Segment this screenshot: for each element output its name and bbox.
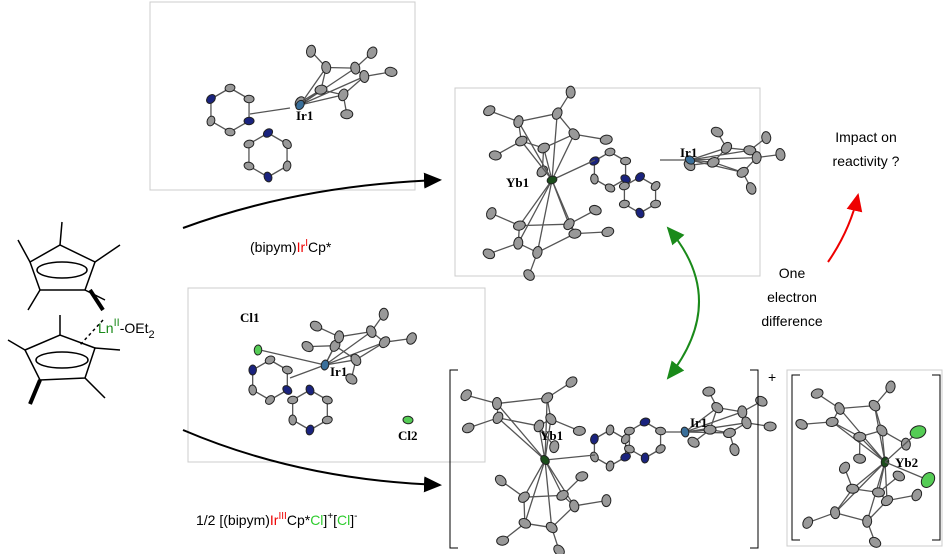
- atom: [379, 308, 389, 321]
- scheme: LnII-OEt2 (bipym)IrICp* 1/2 [(bipym)IrII…: [0, 0, 943, 554]
- atom: [728, 443, 740, 457]
- difference-line: difference: [761, 313, 822, 329]
- atom: [639, 417, 651, 428]
- atom: [496, 535, 509, 546]
- atom-label: Ir1: [680, 145, 697, 160]
- reagent-part: (bipym): [250, 239, 297, 255]
- atom: [752, 151, 762, 164]
- reagent-part: Cl: [310, 512, 323, 528]
- atom-label: Cl2: [398, 428, 418, 443]
- atom: [249, 365, 257, 375]
- atom: [540, 391, 555, 405]
- reagent-part: Cl: [337, 512, 350, 528]
- bottom-reagent: 1/2 [(bipym)IrIIICp*Cl]+[Cl]-: [196, 511, 358, 528]
- atom: [605, 460, 615, 472]
- atom: [552, 543, 567, 554]
- atom: [686, 435, 701, 449]
- atom: [244, 117, 254, 125]
- atom-label: Ir1: [296, 108, 313, 123]
- atom-label: Ir1: [330, 364, 347, 379]
- atom: [566, 86, 576, 98]
- reagent-part: Cp*: [308, 239, 332, 255]
- bond: [498, 418, 539, 426]
- atom: [516, 490, 531, 505]
- atom: [341, 109, 353, 118]
- reagent-part: Ir: [297, 239, 306, 255]
- top-reagent: (bipym)IrICp*: [250, 238, 332, 255]
- atom: [590, 433, 600, 445]
- atom: [723, 427, 737, 439]
- reagent-part: -: [354, 511, 357, 522]
- atom: [602, 495, 611, 507]
- bond: [525, 460, 545, 523]
- atom: [605, 424, 614, 435]
- atom: [491, 410, 505, 425]
- atom-label: Yb1: [506, 175, 529, 190]
- reagent-part: 1/2 [(bipym): [196, 512, 270, 528]
- difference-line: One: [779, 265, 806, 281]
- impact-arrow: [828, 195, 858, 262]
- atom: [289, 415, 297, 425]
- atom: [564, 375, 579, 390]
- atom: [737, 405, 747, 418]
- atom: [573, 426, 585, 435]
- atom: [775, 148, 786, 162]
- atom: [641, 453, 649, 464]
- atom: [710, 400, 725, 414]
- atom: [589, 451, 600, 463]
- atom: [854, 432, 866, 441]
- ln-complex-formula: LnII-OEt2: [98, 317, 155, 341]
- atom: [764, 422, 776, 431]
- reagent-part: III: [278, 511, 286, 522]
- ln-ligand-count: 2: [148, 329, 154, 341]
- atom: [569, 499, 580, 513]
- atom: [493, 473, 508, 488]
- difference-line: electron: [767, 289, 817, 305]
- atom: [624, 426, 635, 435]
- atom: [254, 345, 262, 355]
- atom: [862, 515, 872, 528]
- cation-charge: +: [768, 369, 776, 385]
- atom: [654, 443, 666, 455]
- bond: [545, 455, 595, 460]
- atom: [492, 398, 501, 410]
- atom: [621, 157, 631, 165]
- atom: [754, 394, 769, 408]
- reagent-part: Cp*: [287, 512, 311, 528]
- atom: [655, 427, 666, 436]
- bond: [497, 398, 547, 404]
- atom: [702, 386, 715, 396]
- atom-label: Ir1: [690, 415, 707, 430]
- atom-label: Yb1: [540, 428, 563, 443]
- atom-label: Yb2: [895, 455, 918, 470]
- atom: [761, 131, 771, 144]
- product-structure-box: [455, 88, 760, 276]
- reagent-part: Ir: [270, 512, 279, 528]
- atom: [846, 484, 858, 494]
- impact-line: reactivity ?: [833, 153, 900, 169]
- ln-ligand: -OEt: [120, 320, 149, 336]
- atom: [680, 426, 690, 438]
- atom-label: Cl1: [240, 310, 260, 325]
- atom: [244, 95, 254, 103]
- ln-complex-drawing: [8, 222, 120, 404]
- impact-line: Impact on: [835, 129, 896, 145]
- top-structure-box: [150, 2, 415, 190]
- ln-symbol: Ln: [98, 320, 114, 336]
